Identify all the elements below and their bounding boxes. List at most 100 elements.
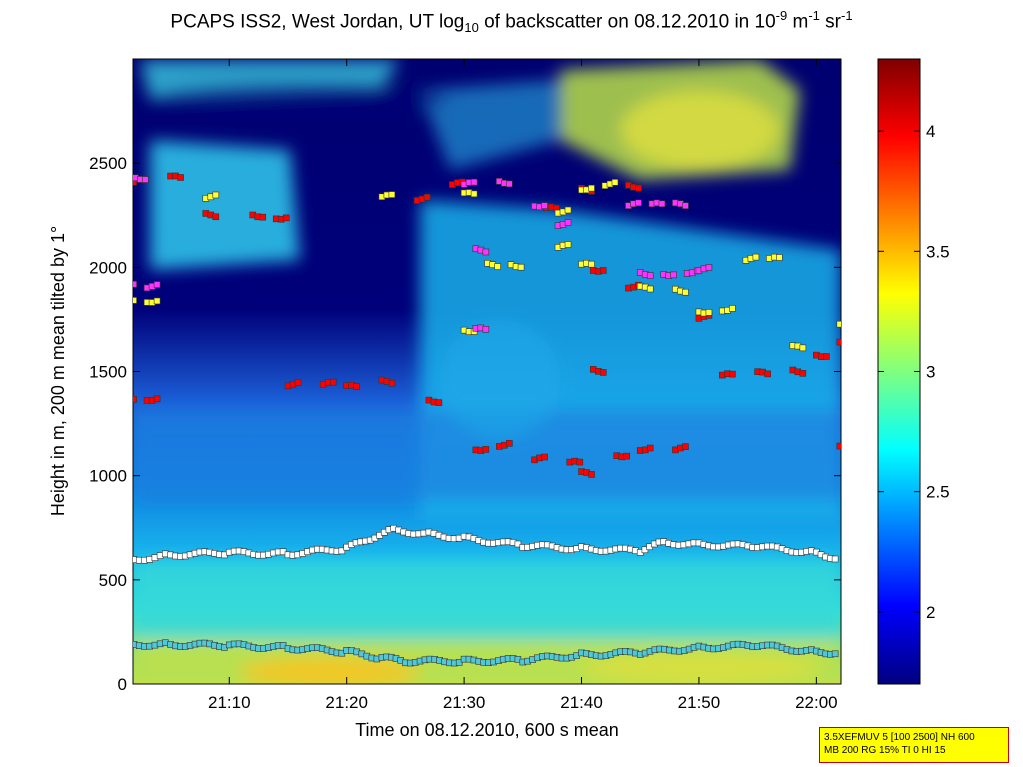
layer-marker [506, 440, 513, 447]
axis-ticks [133, 59, 841, 685]
layer-marker [133, 280, 137, 288]
y-axis-label: Height in m, 200 m mean tilted by 1° [48, 226, 68, 516]
x-tick-label: 21:30 [443, 693, 486, 712]
layer-marker [482, 248, 490, 256]
layer-marker [121, 556, 127, 562]
info-line-2: MB 200 RG 15% TI 0 HI 15 [824, 745, 946, 756]
x-tick-labels: 21:10 21:20 21:30 21:40 21:50 22:00 [208, 693, 838, 712]
layer-marker [847, 337, 853, 343]
layer-marker [658, 200, 666, 208]
layer-marker [842, 323, 848, 329]
layer-marker [121, 283, 127, 289]
layer-marker [599, 267, 607, 274]
layer-marker [682, 202, 689, 209]
x-tick-label: 21:40 [560, 693, 603, 712]
layer-marker [506, 180, 513, 188]
layer-marker [729, 305, 736, 312]
layer-marker [259, 213, 267, 221]
layer-marker [564, 219, 572, 226]
layer-marker [126, 396, 132, 402]
colorbar-tick-label: 3.5 [926, 242, 950, 261]
layer-marker [133, 297, 137, 304]
y-tick-label: 1500 [89, 363, 127, 382]
layer-marker [541, 453, 548, 461]
x-tick-label: 22:00 [795, 693, 838, 712]
layer-marker [752, 253, 760, 261]
y-tick-labels: 0 500 1000 1500 2000 2500 [89, 154, 127, 694]
layer-marker [831, 555, 839, 563]
layer-marker [482, 325, 490, 333]
y-tick-label: 500 [99, 571, 127, 590]
layer-marker [646, 444, 654, 452]
colorbar [877, 58, 921, 685]
layer-marker [177, 174, 184, 181]
info-line-1: 3.5XEFMUV 5 [100 2500] NH 600 [824, 732, 975, 743]
layer-marker [799, 344, 807, 352]
layer-marker [388, 379, 396, 387]
layer-marker [635, 199, 642, 207]
layer-marker [847, 440, 853, 446]
colorbar-tick-label: 4 [926, 122, 935, 141]
layer-marker [121, 296, 127, 302]
layer-marker [670, 271, 678, 279]
layer-marker [121, 395, 127, 401]
colorbar-ticks: 2 2.5 3 3.5 4 [878, 122, 950, 622]
layer-marker [635, 184, 642, 192]
layer-marker [847, 324, 853, 330]
layer-marker [646, 285, 654, 293]
layer-marker [623, 452, 631, 460]
layer-marker [212, 191, 220, 199]
y-tick-label: 1000 [89, 467, 127, 486]
y-tick-label: 2000 [89, 258, 127, 277]
layer-marker [142, 176, 149, 183]
settings-info-box: 3.5XEFMUV 5 [100 2500] NH 600 MB 200 RG … [819, 727, 1009, 763]
layer-marker [764, 370, 771, 378]
layer-marker [126, 297, 132, 303]
layer-marker [338, 547, 346, 555]
layer-marker [470, 190, 478, 198]
layer-marker [776, 254, 783, 261]
layer-marker [329, 378, 337, 386]
layer-marker [388, 191, 396, 198]
layer-marker [126, 179, 132, 185]
layer-marker [682, 288, 689, 296]
layer-marker [212, 213, 220, 221]
layer-marker [599, 369, 607, 376]
layer-marker [836, 442, 841, 450]
y-tick-label: 0 [118, 675, 127, 694]
layer-marker [646, 272, 654, 279]
layer-marker [588, 471, 595, 478]
layer-marker [682, 443, 689, 450]
layer-marker [153, 281, 161, 288]
x-axis-label: Time on 08.12.2010, 600 s mean [355, 720, 619, 740]
layer-marker [435, 399, 443, 406]
layer-marker [611, 179, 619, 186]
layer-marker [823, 353, 830, 360]
layer-marker [576, 458, 584, 466]
layer-marker [517, 263, 525, 271]
layer-marker [153, 297, 161, 305]
layer-marker [126, 556, 132, 562]
layer-marker [153, 395, 161, 403]
layer-marker [133, 396, 137, 403]
layer-marker [842, 441, 848, 447]
layer-marker [588, 184, 595, 192]
colorbar-tick-label: 2 [926, 603, 935, 622]
layer-marker [729, 370, 736, 378]
layer-marker [541, 202, 548, 209]
layer-marker [121, 639, 127, 645]
layer-marker [482, 446, 490, 453]
layer-marker [494, 263, 501, 270]
layer-marker [514, 540, 522, 548]
layer-marker [126, 283, 132, 289]
layer-marker [836, 338, 841, 346]
layer-marker [294, 379, 302, 386]
layer-marker [470, 178, 478, 186]
y-tick-label: 2500 [89, 154, 127, 173]
layer-marker [282, 214, 290, 222]
layer-marker [588, 260, 595, 268]
layer-markers [121, 172, 853, 667]
colorbar-tick-label: 2.5 [926, 483, 950, 502]
layer-marker [126, 640, 132, 646]
